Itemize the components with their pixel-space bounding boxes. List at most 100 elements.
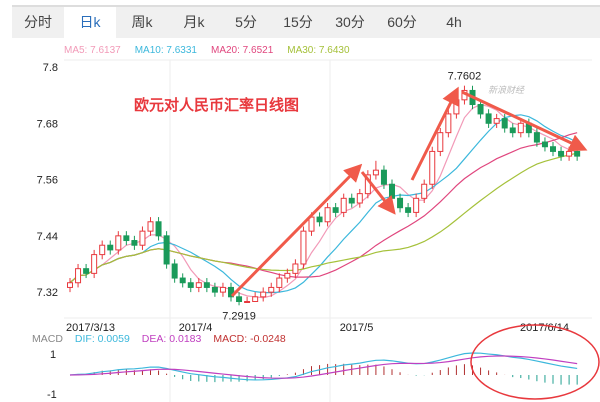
ma-legend-item: MA5: 7.6137	[64, 45, 121, 56]
macd-y-tick: 1	[50, 349, 57, 361]
candle-body	[558, 150, 565, 157]
candle-body	[187, 282, 194, 288]
candle-body	[276, 277, 283, 288]
tab-1[interactable]: 日k	[64, 7, 116, 38]
candle-body	[284, 272, 291, 279]
candle-body	[123, 235, 130, 242]
candle-body	[445, 113, 452, 134]
tab-4[interactable]: 5分	[235, 14, 257, 30]
candle-body	[300, 230, 307, 265]
trend-arrow	[410, 86, 459, 181]
tab-6[interactable]: 30分	[335, 14, 365, 30]
candle-body	[75, 268, 82, 284]
candle-body	[147, 221, 154, 232]
tab-8[interactable]: 4h	[446, 14, 462, 30]
candle-body	[389, 183, 395, 199]
candle-body	[228, 286, 234, 298]
ma5-line	[69, 103, 578, 299]
y-tick-label: 7.56	[37, 175, 58, 187]
candle-body	[139, 230, 146, 246]
trend-arrow	[461, 90, 588, 152]
chart-annotation: 欧元对人民币汇率日线图	[134, 97, 300, 114]
candle-body	[308, 216, 315, 232]
candle-body	[550, 146, 556, 152]
tab-2[interactable]: 周k	[131, 14, 153, 30]
tab-5[interactable]: 15分	[283, 14, 313, 30]
x-tick-label: 2017/4	[179, 322, 213, 334]
low-label: 7.2919	[222, 310, 256, 322]
ma-legend-item: MA20: 7.6521	[210, 45, 274, 56]
ma30-line	[69, 152, 578, 284]
candle-body	[437, 132, 444, 152]
watermark: 新浪财经	[488, 85, 525, 95]
candle-body	[316, 216, 323, 223]
trend-arrow	[360, 171, 396, 215]
tab-7[interactable]: 60分	[387, 14, 417, 30]
candle-body	[211, 286, 218, 293]
ma10-line	[69, 114, 578, 294]
x-tick-label: 2017/5	[340, 322, 374, 334]
candle-body	[236, 296, 243, 302]
candle-body	[356, 193, 363, 204]
y-tick-label: 7.44	[37, 231, 58, 243]
candle-body	[533, 132, 540, 143]
candle-body	[244, 301, 251, 303]
candle-body	[131, 240, 138, 246]
candle-body	[348, 197, 355, 204]
candle-body	[485, 113, 492, 124]
period-tabs: 分时 日k 周k 月k 5分 15分 30分 60分 4h	[12, 5, 600, 38]
macd-title: MACD	[32, 333, 63, 345]
candle-body	[155, 221, 162, 237]
macd-legend: MACD DIF: 0.0059 DEA: 0.0183 MACD: -0.02…	[32, 333, 286, 345]
y-tick-label: 7.68	[37, 118, 58, 130]
ma-legend: MA5: 7.6137 MA10: 7.6331 MA20: 7.6521 MA30:…	[64, 45, 350, 56]
candle-body	[179, 277, 186, 284]
candle-body	[541, 141, 548, 148]
candle-body	[429, 150, 436, 185]
candle-body	[107, 244, 114, 251]
tab-3[interactable]: 月k	[183, 14, 205, 30]
candle-body	[268, 286, 275, 293]
candle-body	[380, 169, 387, 185]
candle-body	[372, 169, 379, 176]
highlight-ellipse	[470, 324, 600, 400]
dea-line	[69, 355, 578, 379]
tab-0[interactable]: 分时	[24, 14, 52, 30]
candle-body	[517, 122, 524, 134]
candle-body	[566, 150, 573, 157]
ma-legend-item: MA10: 7.6331	[134, 45, 197, 56]
candle-body	[203, 282, 210, 288]
candle-body	[453, 99, 460, 115]
candle-body	[115, 235, 122, 251]
trend-arrow	[230, 163, 363, 298]
candle-body	[421, 183, 428, 199]
y-tick-label: 7.8	[43, 62, 58, 74]
candle-body	[67, 282, 73, 288]
candle-body	[324, 207, 331, 223]
dif-value: DIF: 0.0059	[74, 333, 130, 345]
candle-body	[99, 244, 106, 256]
candle-body	[332, 207, 339, 213]
high-label: 7.7602	[448, 71, 482, 83]
candle-body	[292, 263, 299, 274]
macd-y-tick: -1	[47, 389, 57, 401]
candle-body	[340, 197, 347, 213]
candle-body	[397, 197, 404, 209]
candle-body	[163, 235, 170, 265]
ma-legend-item: MA30: 7.6430	[287, 45, 350, 56]
dea-value: DEA: 0.0183	[141, 333, 202, 345]
candle-body	[405, 207, 412, 213]
candle-body	[83, 268, 90, 274]
x-tick-label: 2017/3/13	[66, 322, 115, 334]
candle-body	[171, 263, 178, 279]
candle-body	[501, 118, 508, 129]
candle-body	[413, 197, 420, 213]
candle-body	[252, 296, 259, 302]
candle-body	[477, 104, 484, 115]
candle-body	[260, 291, 267, 298]
candle-body	[219, 286, 226, 293]
y-tick-label: 7.32	[37, 287, 58, 299]
candle-body	[574, 150, 581, 157]
ma20-line	[69, 132, 578, 284]
candle-body	[493, 118, 500, 124]
